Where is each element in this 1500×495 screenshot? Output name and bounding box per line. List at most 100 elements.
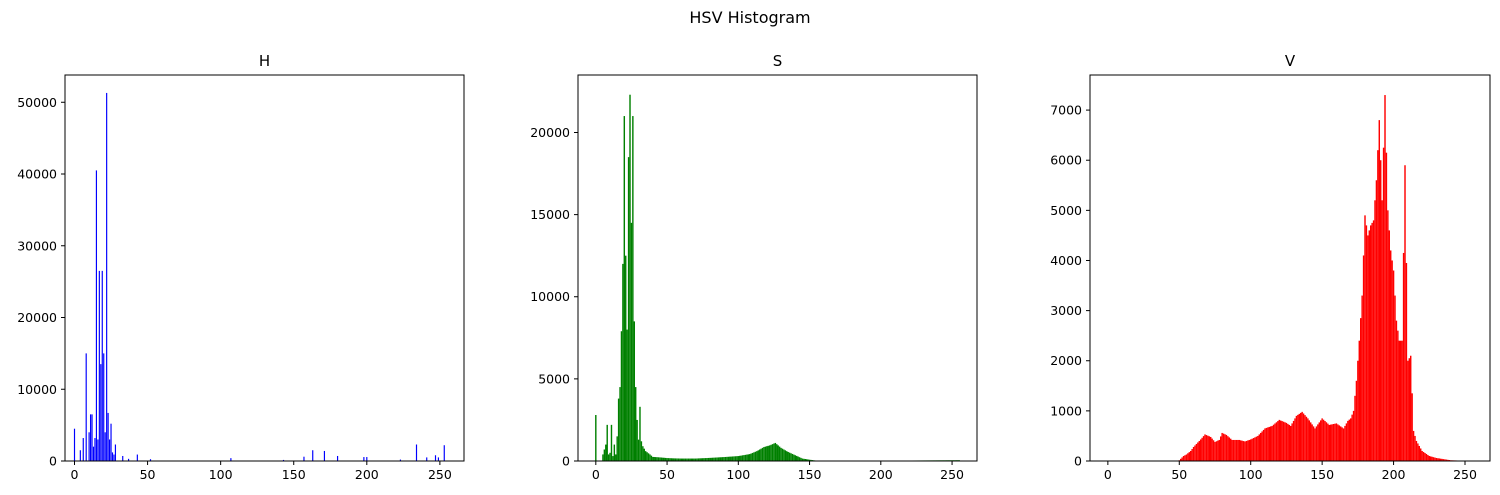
bar [758,449,761,461]
bar [1298,413,1300,461]
bar [1238,439,1240,461]
bar [1207,435,1209,461]
bar [808,459,811,461]
bar [787,451,789,461]
bar [639,406,641,461]
bar [1367,235,1369,461]
bar [415,444,418,461]
y-tick-label: 0 [49,454,57,469]
x-tick-label: 250 [1453,467,1477,482]
bar [756,451,758,461]
bar [649,454,651,461]
bar [1255,436,1258,461]
bar [1300,412,1302,461]
bar [1440,458,1442,461]
bar [644,451,647,461]
bar [807,459,809,461]
bar [734,456,737,461]
bar [98,270,100,461]
bar [1350,418,1352,461]
bar [1380,160,1382,461]
bar [1415,440,1418,461]
bar [632,116,634,461]
bar [720,457,722,461]
bar [1357,360,1359,461]
panel-title: S [773,52,783,70]
bar [662,457,664,461]
bar [796,455,798,461]
y-tick-label: 1000 [1050,403,1082,418]
bar [790,453,792,461]
x-tick-label: 100 [1239,467,1263,482]
bar [1240,440,1242,461]
bar [1337,424,1339,461]
bar [1234,439,1236,461]
bar [767,445,769,461]
bar [747,454,749,461]
bar [1382,147,1385,461]
bar [1405,262,1408,461]
bar [711,457,714,461]
bar [737,456,740,461]
x-tick-label: 0 [71,467,79,482]
bar [1305,416,1308,461]
bar [797,456,799,461]
bar [1445,459,1448,461]
y-tick-label: 10000 [530,289,570,304]
bar [1381,200,1383,461]
bar [656,457,658,461]
bar [91,414,93,461]
bar [673,458,675,461]
bar [602,454,604,461]
bar [1377,150,1379,461]
bar [1314,428,1316,461]
bar [751,452,754,461]
bar [1361,295,1363,461]
bar [595,415,597,461]
bar [703,458,705,461]
bar [1270,426,1272,461]
bar [635,387,637,461]
bar [603,449,606,461]
bar [88,432,90,461]
bar [1431,456,1433,461]
bar [1265,427,1268,461]
bar [707,457,710,461]
bar [1281,421,1283,461]
bar [714,457,717,461]
bar [693,458,695,461]
bar [108,439,111,461]
bar [136,454,138,461]
bar [1214,441,1216,461]
bar [1284,422,1286,461]
bar [680,458,683,461]
bar [610,424,613,461]
bar [114,444,117,461]
bar [1188,452,1190,461]
bar [1390,250,1392,461]
bar [663,457,665,461]
bar [1248,439,1250,461]
bar [1362,255,1365,461]
bar [1212,440,1215,461]
bar [1344,425,1346,461]
x-tick-label: 0 [592,467,600,482]
bar [682,458,684,461]
bar [1315,426,1318,461]
bar [1411,393,1413,461]
bar [1360,318,1362,461]
bar [106,92,108,461]
bar [1195,443,1198,461]
bar [679,458,681,461]
axes-frame [64,74,465,462]
bar [768,445,771,461]
bar [643,448,645,461]
bar [650,455,653,461]
bar [776,444,778,461]
bar [721,457,724,461]
x-tick-label: 100 [209,467,233,482]
bar [620,331,623,461]
bar [73,428,76,461]
bar [1208,436,1210,461]
bar [89,414,92,461]
